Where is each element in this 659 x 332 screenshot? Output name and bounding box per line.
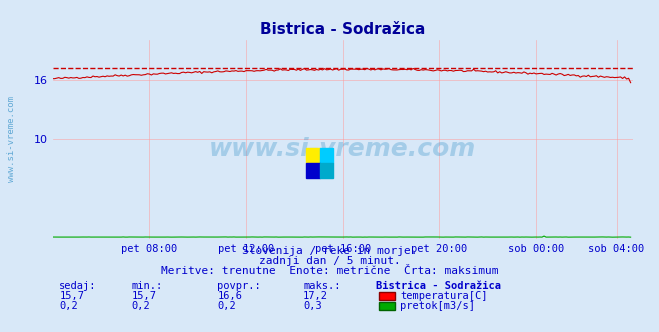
Text: 0,2: 0,2 (132, 301, 150, 311)
Text: sedaj:: sedaj: (59, 281, 97, 291)
Text: povpr.:: povpr.: (217, 281, 261, 291)
Bar (320, 163, 333, 178)
Text: 17,2: 17,2 (303, 291, 328, 301)
Text: 15,7: 15,7 (59, 291, 84, 301)
Text: Bistrica - Sodražica: Bistrica - Sodražica (376, 281, 501, 291)
Bar (320, 148, 333, 163)
Text: www.si-vreme.com: www.si-vreme.com (7, 96, 16, 183)
Text: 0,3: 0,3 (303, 301, 322, 311)
Text: Meritve: trenutne  Enote: metrične  Črta: maksimum: Meritve: trenutne Enote: metrične Črta: … (161, 266, 498, 276)
Text: 0,2: 0,2 (217, 301, 236, 311)
Text: temperatura[C]: temperatura[C] (400, 291, 488, 301)
Text: www.si-vreme.com: www.si-vreme.com (209, 137, 476, 161)
Text: pretok[m3/s]: pretok[m3/s] (400, 301, 475, 311)
Text: 0,2: 0,2 (59, 301, 78, 311)
Bar (306, 163, 320, 178)
Bar (306, 148, 320, 163)
Text: Slovenija / reke in morje.: Slovenija / reke in morje. (242, 246, 417, 256)
Text: 15,7: 15,7 (132, 291, 157, 301)
Text: zadnji dan / 5 minut.: zadnji dan / 5 minut. (258, 256, 401, 266)
Text: maks.:: maks.: (303, 281, 341, 291)
Text: min.:: min.: (132, 281, 163, 291)
Title: Bistrica - Sodražica: Bistrica - Sodražica (260, 22, 425, 37)
Text: 16,6: 16,6 (217, 291, 243, 301)
